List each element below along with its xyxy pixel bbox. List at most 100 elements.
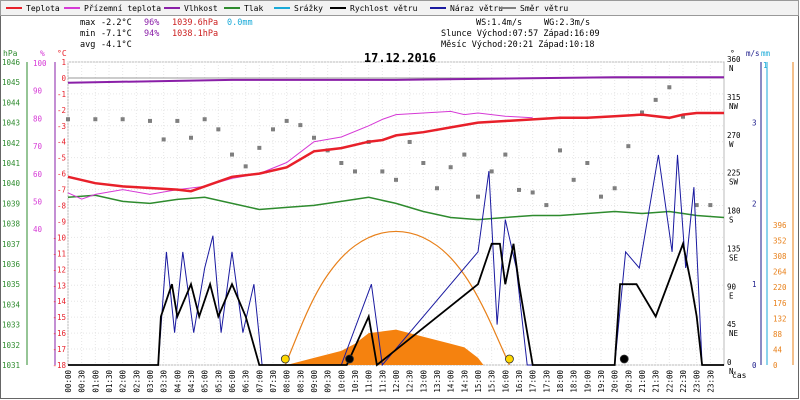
pct-tick-label: 80 bbox=[33, 114, 43, 123]
wind-direction-point bbox=[489, 169, 494, 174]
wind-direction-point bbox=[353, 169, 357, 174]
wind-direction-point bbox=[148, 118, 152, 123]
x-tick-label: 13:00 bbox=[419, 370, 428, 393]
wind-direction-point bbox=[189, 135, 193, 140]
hpa-tick-label: 1039 bbox=[2, 199, 20, 208]
moonrise-marker bbox=[619, 354, 629, 364]
stat-max-temp: -2.2°C bbox=[101, 18, 132, 28]
info-moon: Měsíc Východ:20:21 Západ:10:18 bbox=[441, 40, 595, 50]
dir-tick-label: 360 bbox=[727, 55, 741, 64]
x-tick-label: 06:00 bbox=[228, 370, 237, 393]
x-tick-label: 16:00 bbox=[501, 370, 510, 393]
legend-item: Tlak bbox=[224, 4, 263, 13]
legend-label: Rychlost větru bbox=[350, 4, 418, 13]
ms-tick-label: 0 bbox=[752, 361, 757, 370]
hpa-tick-label: 1032 bbox=[2, 341, 20, 350]
legend-label: Teplota bbox=[26, 4, 60, 13]
pct-tick-label: 60 bbox=[33, 170, 43, 179]
dir-tick-label: SW bbox=[729, 178, 739, 187]
c-tick-label: -3 bbox=[57, 122, 66, 131]
c-tick-label: -12 bbox=[52, 265, 66, 274]
x-tick-label: 09:30 bbox=[324, 370, 333, 393]
c-tick-label: -17 bbox=[52, 345, 66, 354]
solar-tick-label: 264 bbox=[773, 268, 787, 277]
mm-axis-title: mm bbox=[761, 49, 771, 58]
c-tick-label: -15 bbox=[52, 313, 66, 322]
ms-axis-title: m/s bbox=[746, 49, 760, 58]
x-tick-label: 08:30 bbox=[296, 370, 305, 393]
wind-direction-point bbox=[640, 110, 644, 115]
hpa-axis-title: hPa bbox=[3, 49, 18, 58]
x-tick-label: 06:30 bbox=[242, 370, 251, 393]
temperature-line bbox=[67, 111, 724, 193]
wind-direction-point bbox=[708, 203, 713, 208]
ms-tick-label: 1 bbox=[752, 280, 757, 289]
dir-tick-label: NW bbox=[729, 102, 739, 111]
info-sun: Slunce Východ:07:57 Západ:16:09 bbox=[441, 29, 600, 39]
legend-item: Směr větru bbox=[500, 4, 568, 13]
legend-item: Srážky bbox=[274, 4, 323, 13]
solar-tick-label: 308 bbox=[773, 252, 787, 261]
x-tick-label: 10:30 bbox=[351, 370, 360, 393]
x-tick-label: 01:30 bbox=[105, 370, 114, 393]
hpa-tick-label: 1033 bbox=[2, 321, 20, 330]
c-tick-label: -5 bbox=[57, 154, 66, 163]
c-tick-label: -2 bbox=[57, 106, 66, 115]
x-tick-label: 22:30 bbox=[679, 370, 688, 393]
legend-item: Vlhkost bbox=[164, 4, 218, 13]
humidity-line bbox=[67, 76, 724, 84]
axes: 00:00 00:30 01:00 01:30 02:00 02:30 03:00 03:30… bbox=[2, 49, 794, 393]
wind-direction-point bbox=[257, 145, 262, 150]
hpa-tick-label: 1040 bbox=[2, 179, 21, 188]
hpa-tick-label: 1044 bbox=[2, 98, 21, 107]
wind-direction-point bbox=[558, 148, 562, 153]
wind-direction-point bbox=[93, 117, 98, 122]
x-tick-label: 04:30 bbox=[187, 370, 196, 393]
c-tick-label: -11 bbox=[52, 249, 66, 258]
hpa-tick-label: 1043 bbox=[2, 119, 20, 128]
stat-avg-temp: -4.1°C bbox=[101, 40, 132, 50]
x-tick-label: 03:00 bbox=[146, 370, 155, 393]
ms-tick-label: 3 bbox=[752, 119, 757, 128]
stat-max-press: 1039.6hPa bbox=[172, 18, 218, 28]
wind-speed-line bbox=[68, 240, 724, 367]
x-tick-label: 20:30 bbox=[624, 370, 633, 393]
wind-gust-line bbox=[68, 154, 724, 367]
solar-area bbox=[286, 329, 484, 365]
wind-direction-point bbox=[202, 117, 207, 122]
x-tick-label: 00:00 bbox=[64, 370, 73, 393]
legend-label: Tlak bbox=[244, 4, 263, 13]
solar-tick-label: 176 bbox=[773, 299, 787, 308]
legend-label: Přízemní teplota bbox=[84, 4, 161, 13]
hpa-tick-label: 1036 bbox=[2, 260, 21, 269]
legend-label: Vlhkost bbox=[184, 4, 218, 13]
x-axis-title: čas bbox=[732, 370, 747, 380]
wind-direction-point bbox=[599, 194, 603, 199]
hpa-tick-label: 1038 bbox=[2, 220, 21, 229]
wind-direction-point bbox=[421, 161, 426, 165]
wind-direction-point bbox=[435, 186, 439, 191]
wind-direction-point bbox=[462, 152, 467, 157]
dir-tick-label: E bbox=[729, 291, 734, 300]
dir-tick-label: N bbox=[729, 64, 734, 73]
x-tick-label: 11:30 bbox=[378, 370, 387, 393]
c-tick-label: 1 bbox=[61, 58, 66, 67]
dir-tick-label: 315 bbox=[727, 93, 741, 102]
dir-tick-label: S bbox=[729, 216, 734, 225]
wind-direction-point bbox=[448, 165, 453, 170]
dir-tick-label: 45 bbox=[727, 320, 736, 329]
x-tick-label: 08:00 bbox=[283, 370, 292, 393]
wind-direction-point bbox=[380, 169, 385, 174]
hpa-tick-label: 1042 bbox=[2, 139, 20, 148]
stat-min-press: 1038.1hPa bbox=[172, 29, 218, 39]
pct-tick-label: 50 bbox=[33, 198, 43, 207]
x-tick-label: 23:30 bbox=[706, 370, 715, 393]
wind-direction-point bbox=[298, 123, 303, 128]
hpa-tick-label: 1041 bbox=[2, 159, 20, 168]
solar-tick-label: 88 bbox=[773, 330, 783, 339]
legend-label: Náraz větru bbox=[450, 4, 503, 13]
info-ws: WS:1.4m/s bbox=[476, 18, 522, 28]
x-tick-label: 17:00 bbox=[529, 370, 538, 393]
c-tick-label: -7 bbox=[57, 186, 66, 195]
stat-min-temp: -7.1°C bbox=[101, 29, 132, 39]
